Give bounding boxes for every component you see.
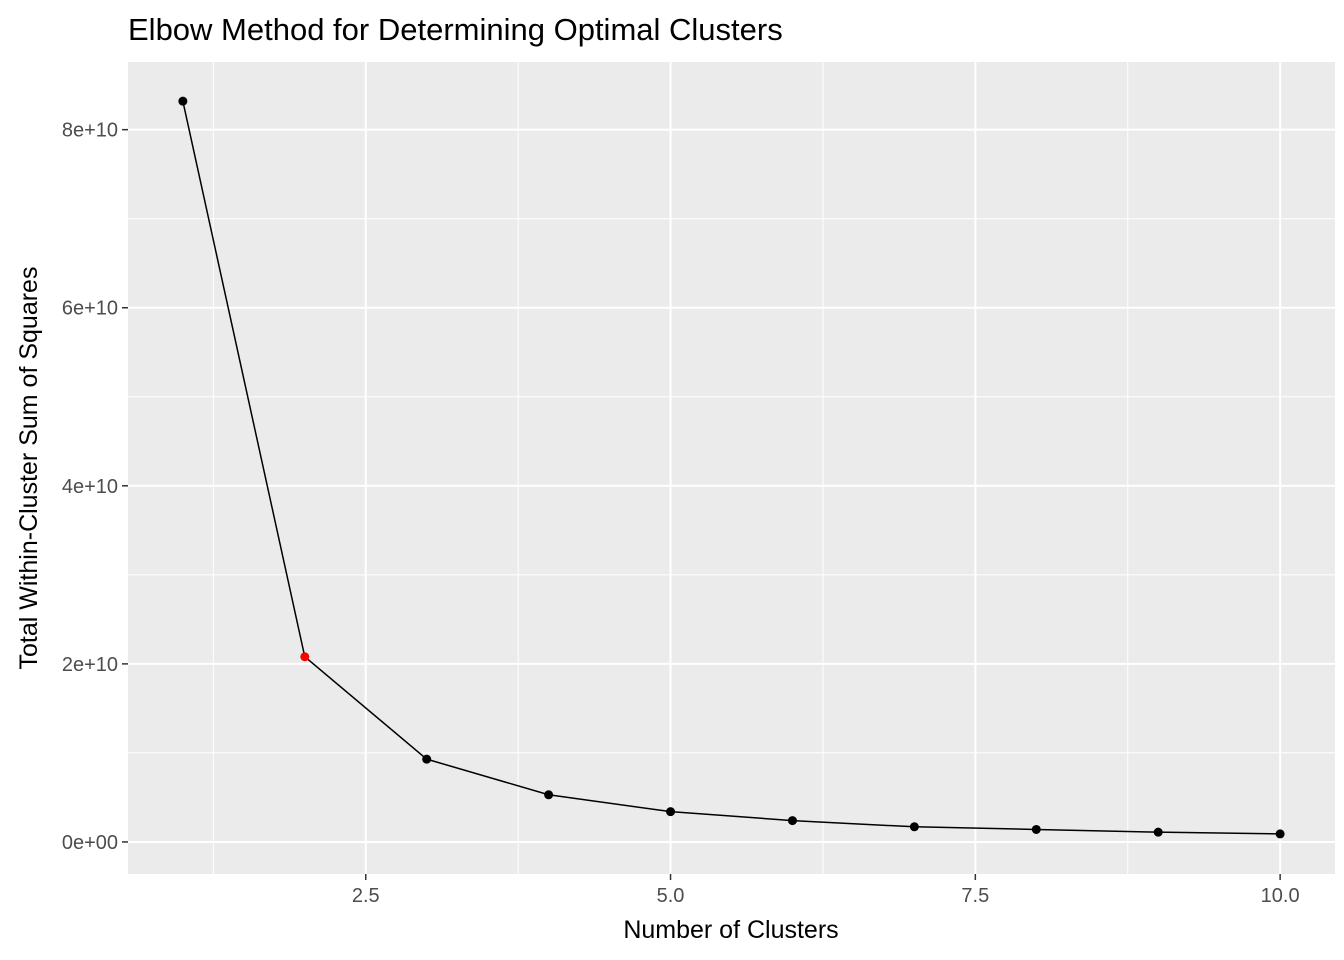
data-point-k10 xyxy=(1275,829,1285,839)
data-point-k9 xyxy=(1153,827,1163,837)
x-tick-label-3: 10.0 xyxy=(1261,885,1300,907)
y-tick-label-0: 0e+00 xyxy=(62,832,118,854)
data-point-k4 xyxy=(544,790,554,800)
elbow-highlight-point xyxy=(300,652,310,662)
y-tick-label-1: 2e+10 xyxy=(62,654,118,676)
y-axis-title: Total Within-Cluster Sum of Squares xyxy=(15,267,43,670)
series-line-layer xyxy=(182,101,1281,835)
data-point-k1 xyxy=(178,96,188,106)
x-tick-label-0: 2.5 xyxy=(352,885,380,907)
data-point-k6 xyxy=(787,816,797,826)
x-axis-ticks: 2.5 5.0 7.5 10.0 xyxy=(352,874,1300,907)
data-point-k7 xyxy=(909,822,919,832)
y-tick-label-4: 8e+10 xyxy=(62,120,118,142)
minor-gridlines xyxy=(128,62,1335,874)
y-axis-ticks: 0e+00 2e+10 4e+10 6e+10 8e+10 xyxy=(62,120,128,854)
x-tick-label-1: 5.0 xyxy=(657,885,685,907)
x-axis-title: Number of Clusters xyxy=(623,916,838,944)
x-tick-label-2: 7.5 xyxy=(961,885,989,907)
data-point-k3 xyxy=(422,754,432,764)
y-tick-label-2: 4e+10 xyxy=(62,476,118,498)
series-line-0 xyxy=(182,101,1281,835)
data-point-k8 xyxy=(1031,824,1041,834)
major-gridlines xyxy=(128,62,1335,874)
data-point-k5 xyxy=(666,807,676,817)
chart-title: Elbow Method for Determining Optimal Clu… xyxy=(128,12,783,47)
y-tick-label-3: 6e+10 xyxy=(62,298,118,320)
plot-panel xyxy=(128,62,1335,874)
data-points xyxy=(178,96,1285,839)
